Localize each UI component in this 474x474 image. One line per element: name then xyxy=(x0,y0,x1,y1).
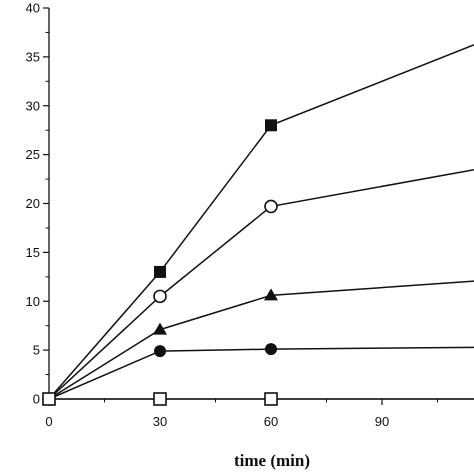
data-point-filled-triangle xyxy=(264,288,278,301)
x-axis-label: time (min) xyxy=(234,451,310,470)
y-tick-label: 15 xyxy=(26,245,40,260)
series-layer xyxy=(42,44,474,406)
data-point-open-square xyxy=(42,392,56,406)
x-tick-label: 0 xyxy=(45,414,52,429)
x-tick-label: 30 xyxy=(153,414,167,429)
y-tick-label: 25 xyxy=(26,147,40,162)
data-point-open-circle xyxy=(264,199,278,214)
x-axis-ticks: 0 30 60 90 xyxy=(45,399,438,429)
data-point-filled-circle xyxy=(265,343,277,356)
series-line-filled-square xyxy=(48,44,474,400)
data-point-filled-triangle xyxy=(153,322,167,335)
y-axis-ticks: 0 5 10 15 20 25 30 35 40 xyxy=(26,1,49,407)
series-line-open-circle xyxy=(48,169,474,400)
data-point-filled-circle xyxy=(154,345,166,358)
y-tick-label: 5 xyxy=(33,343,40,358)
x-tick-label: 90 xyxy=(375,414,389,429)
series-filled-circle xyxy=(43,343,474,405)
y-tick-label: 10 xyxy=(26,294,40,309)
series-filled-triangle xyxy=(42,280,474,404)
data-point-filled-square xyxy=(265,119,277,132)
data-point-open-square xyxy=(153,392,167,406)
data-point-filled-square xyxy=(154,265,166,278)
y-tick-label: 35 xyxy=(26,49,40,64)
y-tick-label: 20 xyxy=(26,196,40,211)
y-tick-label: 30 xyxy=(26,98,40,113)
x-tick-label: 60 xyxy=(264,414,278,429)
data-point-open-circle xyxy=(153,289,167,304)
y-tick-label: 40 xyxy=(26,1,40,16)
series-open-square xyxy=(42,392,474,406)
data-point-open-square xyxy=(264,392,278,406)
series-line-filled-circle xyxy=(48,346,474,400)
series-line-filled-triangle xyxy=(48,280,474,400)
y-tick-label: 0 xyxy=(33,392,40,407)
